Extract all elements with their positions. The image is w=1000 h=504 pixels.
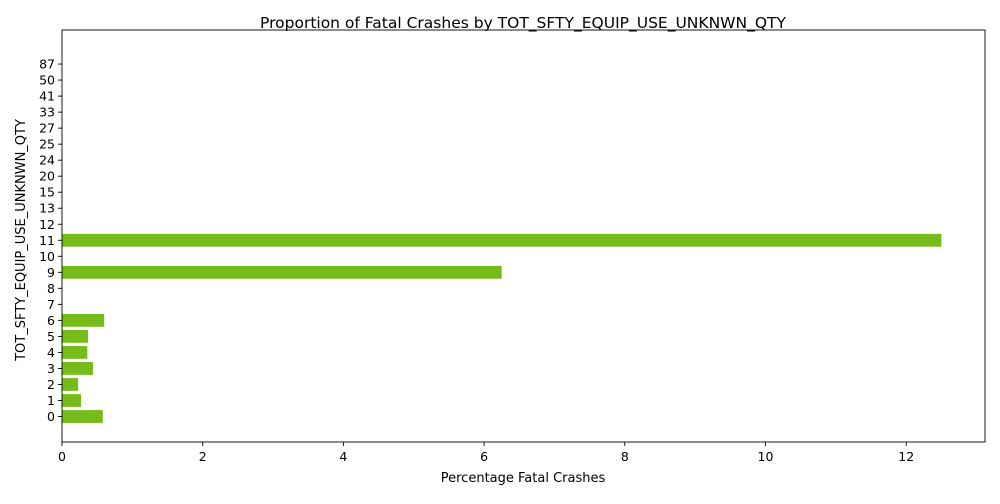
- bar-6: [62, 313, 105, 327]
- y-tick-label: 15: [39, 185, 55, 200]
- plot-frame: [61, 29, 986, 443]
- y-tick-label: 4: [47, 345, 55, 360]
- x-tick-label: 2: [199, 449, 207, 464]
- x-axis-label: Percentage Fatal Crashes: [441, 471, 606, 486]
- y-tick-label: 25: [39, 137, 55, 152]
- y-tick-label: 50: [39, 73, 55, 88]
- bar-3: [62, 362, 93, 375]
- y-tick-label: 10: [39, 249, 55, 264]
- chart-title: Proportion of Fatal Crashes by TOT_SFTY_…: [260, 14, 786, 33]
- bar-4: [62, 346, 88, 359]
- bar-1: [62, 394, 81, 407]
- y-tick-label: 1: [47, 393, 55, 408]
- y-tick-label: 3: [47, 361, 55, 376]
- y-tick-label: 7: [47, 297, 55, 312]
- y-tick-label: 27: [39, 121, 55, 136]
- y-tick-label: 33: [39, 105, 55, 120]
- bars-group: [62, 233, 942, 423]
- x-tick-label: 12: [898, 449, 914, 464]
- x-tick-label: 0: [58, 449, 66, 464]
- y-tick-label: 11: [39, 233, 55, 248]
- y-tick-label: 2: [47, 377, 55, 392]
- y-tick-label: 0: [47, 409, 55, 424]
- x-tick-label: 8: [621, 449, 629, 464]
- y-tick-label: 24: [39, 153, 55, 168]
- y-tick-label: 6: [47, 313, 55, 328]
- y-tick-label: 8: [47, 281, 55, 296]
- y-tick-label: 9: [47, 265, 55, 280]
- y-tick-label: 20: [39, 169, 55, 184]
- bar-2: [62, 378, 79, 391]
- bar-9: [62, 265, 502, 279]
- y-tick-label: 13: [39, 201, 55, 216]
- bar-5: [62, 330, 89, 343]
- x-tick-label: 10: [758, 449, 774, 464]
- y-tick-label: 5: [47, 329, 55, 344]
- x-ticks-group: 0 2 4 6 8 10 12: [58, 442, 914, 464]
- x-tick-label: 6: [480, 449, 488, 464]
- y-axis-label: TOT_SFTY_EQUIP_USE_UNKNWN_QTY: [14, 119, 29, 362]
- bar-0: [62, 410, 103, 423]
- y-tick-label: 12: [39, 217, 55, 232]
- x-tick-label: 4: [339, 449, 347, 464]
- bar-11: [62, 233, 942, 247]
- y-tick-label: 87: [39, 57, 55, 72]
- y-tick-label: 41: [39, 89, 55, 104]
